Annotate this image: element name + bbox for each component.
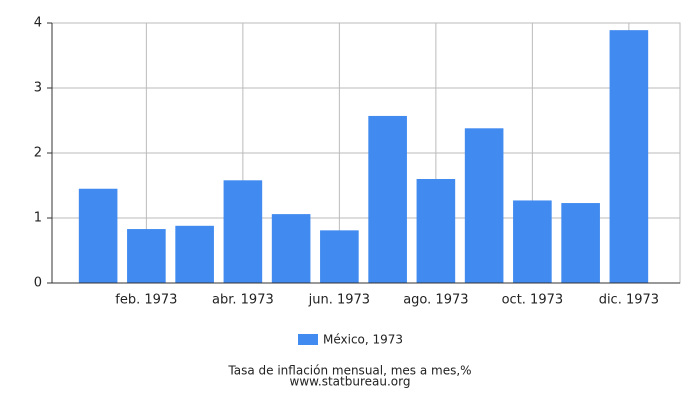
- y-tick-label: 3: [34, 81, 42, 96]
- x-tick-label: ago. 1973: [403, 293, 468, 308]
- x-tick-label: abr. 1973: [212, 293, 274, 308]
- bar: [609, 30, 649, 284]
- bar: [320, 230, 359, 283]
- source: www.statbureau.org: [290, 375, 411, 389]
- bar: [416, 179, 456, 283]
- x-tick-label: dic. 1973: [599, 293, 659, 308]
- x-tick-label: feb. 1973: [115, 293, 177, 308]
- bar: [513, 200, 552, 283]
- bar: [271, 214, 311, 283]
- bar: [127, 229, 166, 283]
- bar: [368, 115, 407, 283]
- y-tick-label: 1: [34, 211, 42, 226]
- y-tick-label: 4: [34, 16, 42, 31]
- bar: [223, 180, 263, 283]
- x-tick-label: jun. 1973: [308, 293, 370, 308]
- x-axis-title: Tasa de inflación mensual, mes a mes,%: [227, 364, 471, 378]
- bar: [78, 188, 118, 283]
- y-tick-label: 2: [34, 146, 42, 161]
- bar: [561, 203, 600, 283]
- legend-label: México, 1973: [323, 333, 403, 347]
- bar: [175, 225, 214, 283]
- x-tick-label: oct. 1973: [502, 293, 564, 308]
- y-tick-label: 0: [34, 276, 42, 291]
- bar: [464, 128, 504, 283]
- legend-swatch: [298, 334, 318, 345]
